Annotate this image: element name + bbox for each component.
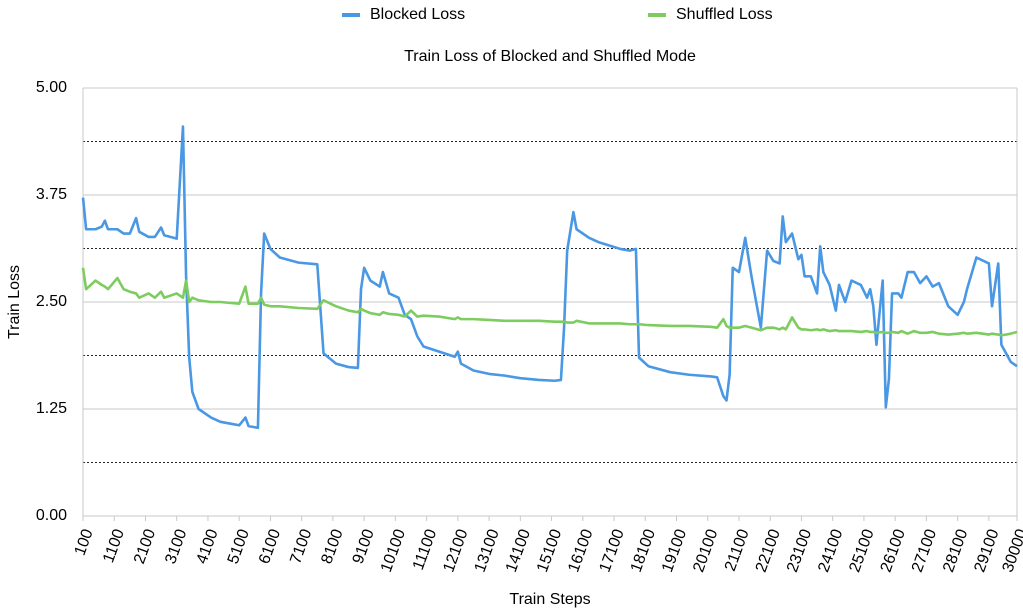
x-tick-label: 12100 bbox=[440, 527, 471, 575]
x-tick-label: 30000 bbox=[1000, 527, 1023, 575]
x-tick-label: 22100 bbox=[753, 527, 784, 575]
x-tick-label: 13100 bbox=[472, 527, 503, 575]
x-tick-label: 19100 bbox=[659, 527, 690, 575]
x-tick-label: 26100 bbox=[878, 527, 909, 575]
x-tick-label: 27100 bbox=[909, 527, 940, 575]
y-tick-label: 0.00 bbox=[36, 507, 67, 524]
x-tick-label: 23100 bbox=[784, 527, 815, 575]
x-tick-label: 21100 bbox=[722, 527, 753, 574]
x-tick-label: 24100 bbox=[815, 527, 846, 575]
x-tick-label: 9100 bbox=[350, 527, 378, 566]
x-tick-label: 28100 bbox=[940, 527, 971, 575]
x-tick-label: 18100 bbox=[628, 527, 659, 575]
y-axis-label: Train Loss bbox=[6, 265, 23, 339]
x-tick-label: 7100 bbox=[287, 527, 315, 566]
x-tick-label: 17100 bbox=[597, 527, 628, 575]
x-tick-label: 29100 bbox=[971, 527, 1002, 575]
x-tick-label: 14100 bbox=[503, 527, 534, 575]
x-tick-label: 8100 bbox=[318, 527, 346, 566]
x-tick-label: 10100 bbox=[378, 527, 409, 575]
x-tick-label: 6100 bbox=[256, 527, 284, 566]
chart-title: Train Loss of Blocked and Shuffled Mode bbox=[404, 48, 696, 65]
legend-label: Shuffled Loss bbox=[676, 6, 773, 23]
x-axis-label: Train Steps bbox=[509, 591, 590, 608]
x-tick-label: 4100 bbox=[194, 527, 222, 566]
line-series bbox=[81, 125, 1018, 430]
line-series bbox=[81, 267, 1018, 337]
x-tick-label: 100 bbox=[72, 527, 97, 558]
y-tick-label: 1.25 bbox=[36, 400, 67, 417]
x-tick-label: 25100 bbox=[846, 527, 877, 575]
x-tick-label: 3100 bbox=[162, 527, 190, 566]
x-tick-label: 2100 bbox=[131, 527, 159, 566]
x-tick-label: 20100 bbox=[690, 527, 721, 575]
y-tick-label: 2.50 bbox=[36, 293, 67, 310]
x-tick-label: 1100 bbox=[100, 527, 128, 565]
x-tick-label: 11100 bbox=[410, 527, 440, 572]
x-tick-label: 5100 bbox=[225, 527, 253, 566]
y-tick-label: 3.75 bbox=[36, 186, 67, 203]
legend-label: Blocked Loss bbox=[370, 6, 465, 23]
x-tick-label: 16100 bbox=[565, 527, 596, 575]
y-tick-label: 5.00 bbox=[36, 79, 67, 96]
x-tick-label: 15100 bbox=[534, 527, 565, 575]
